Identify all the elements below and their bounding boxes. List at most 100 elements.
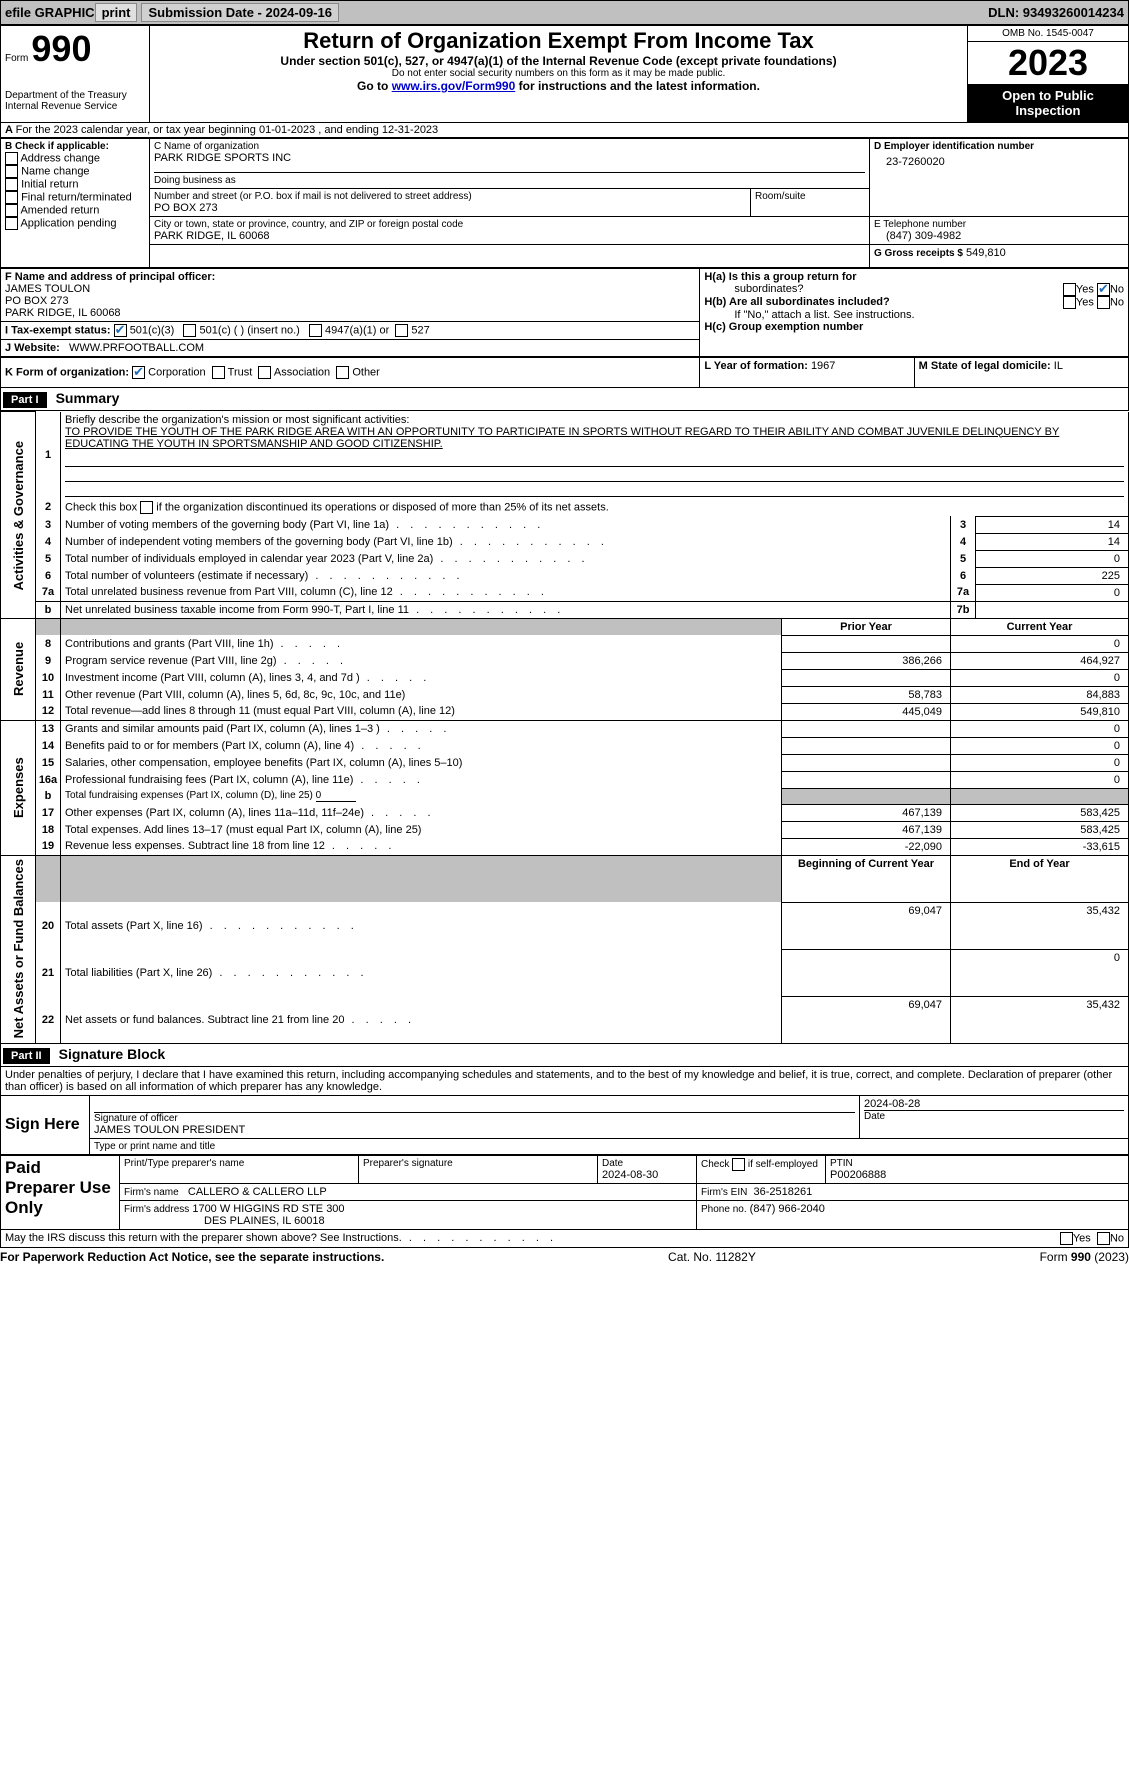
firm-name: CALLERO & CALLERO LLP: [188, 1186, 327, 1198]
officer-addr1: PO BOX 273: [5, 295, 69, 307]
hb-note: If "No," attach a list. See instructions…: [704, 309, 1124, 321]
chk-initial-return[interactable]: [5, 178, 18, 191]
print-button[interactable]: print: [95, 3, 138, 22]
box-j-label: J Website:: [5, 342, 60, 354]
side-ag: Activities & Governance: [1, 412, 36, 619]
box-b-label: B Check if applicable:: [5, 141, 145, 152]
chk-self-employed[interactable]: [732, 1158, 745, 1171]
tax-year: 2023: [968, 42, 1128, 84]
form-header: Form 990 Department of the Treasury Inte…: [0, 25, 1129, 123]
form-title: Return of Organization Exempt From Incom…: [154, 28, 963, 54]
chk-501c[interactable]: [183, 324, 196, 337]
form-word: Form: [5, 53, 28, 64]
ein-value: 23-7260020: [874, 152, 1124, 168]
year-formation: 1967: [811, 360, 835, 372]
org-name: PARK RIDGE SPORTS INC: [154, 152, 865, 164]
v5: 0: [976, 550, 1129, 567]
chk-name-change[interactable]: [5, 165, 18, 178]
public-inspection: Open to Public Inspection: [968, 84, 1128, 122]
box-k-label: K Form of organization:: [5, 366, 129, 378]
opt-name-change: Name change: [21, 165, 90, 177]
chk-527[interactable]: [395, 324, 408, 337]
website-value: WWW.PRFOOTBALL.COM: [69, 342, 204, 354]
box-e-label: E Telephone number: [874, 219, 1124, 230]
officer-sig-name: JAMES TOULON PRESIDENT: [94, 1124, 855, 1136]
irs-link[interactable]: www.irs.gov/Form990: [392, 79, 516, 93]
chk-discontinued[interactable]: [140, 501, 153, 514]
goto-post: for instructions and the latest informat…: [515, 79, 760, 93]
sign-here: Sign Here: [1, 1095, 90, 1154]
opt-address-change: Address change: [20, 152, 100, 164]
officer-name: JAMES TOULON: [5, 283, 90, 295]
box-d-label: D Employer identification number: [874, 141, 1124, 152]
part1-title: Summary: [56, 390, 120, 406]
dept-treasury: Department of the Treasury: [5, 90, 145, 101]
v4: 14: [976, 533, 1129, 550]
gross-receipts: 549,810: [966, 247, 1006, 259]
efile-label: efile GRAPHIC: [5, 5, 95, 20]
v3: 14: [976, 516, 1129, 533]
chk-other[interactable]: [336, 366, 349, 379]
chk-4947[interactable]: [309, 324, 322, 337]
opt-amended: Amended return: [20, 204, 99, 216]
city-label: City or town, state or province, country…: [154, 219, 865, 230]
part2-title: Signature Block: [59, 1046, 166, 1062]
part2-bar: Part II: [3, 1048, 50, 1064]
chk-hb-yes[interactable]: [1063, 296, 1076, 309]
box-f-label: F Name and address of principal officer:: [5, 271, 215, 283]
hc-label: H(c) Group exemption number: [704, 321, 863, 333]
omb-number: OMB No. 1545-0047: [968, 26, 1128, 42]
dln-label: DLN: 93493260014234: [988, 5, 1124, 20]
chk-app-pending[interactable]: [5, 217, 18, 230]
chk-discuss-no[interactable]: [1097, 1232, 1110, 1245]
chk-address-change[interactable]: [5, 152, 18, 165]
paid-preparer: Paid Preparer Use Only: [1, 1155, 120, 1229]
footer-form: 990: [1071, 1250, 1091, 1264]
dba-label: Doing business as: [154, 172, 865, 186]
firm-ein: 36-2518261: [753, 1186, 812, 1198]
firm-phone: (847) 966-2040: [750, 1203, 825, 1215]
box-c-name-label: C Name of organization: [154, 141, 865, 152]
room-label: Room/suite: [755, 191, 865, 202]
goto-pre: Go to: [357, 79, 392, 93]
chk-amended[interactable]: [5, 204, 18, 217]
subtitle1: Under section 501(c), 527, or 4947(a)(1)…: [154, 54, 963, 68]
chk-discuss-yes[interactable]: [1060, 1232, 1073, 1245]
v7b: [976, 601, 1129, 618]
v6: 225: [976, 567, 1129, 584]
opt-final-return: Final return/terminated: [21, 191, 132, 203]
opt-initial-return: Initial return: [21, 178, 78, 190]
ha-sub: subordinates?: [704, 283, 803, 296]
irs-label: Internal Revenue Service: [5, 101, 145, 112]
chk-ha-no[interactable]: [1097, 283, 1110, 296]
submission-date: Submission Date - 2024-09-16: [141, 3, 339, 22]
chk-final-return[interactable]: [5, 191, 18, 204]
v7a: 0: [976, 584, 1129, 601]
ptin: P00206888: [830, 1169, 1124, 1181]
hb-label: H(b) Are all subordinates included?: [704, 296, 889, 309]
city-value: PARK RIDGE, IL 60068: [154, 230, 865, 242]
officer-addr2: PARK RIDGE, IL 60068: [5, 307, 121, 319]
addr-value: PO BOX 273: [154, 202, 746, 214]
chk-hb-no[interactable]: [1097, 296, 1110, 309]
addr-label: Number and street (or P.O. box if mail i…: [154, 191, 746, 202]
chk-corp[interactable]: [132, 366, 145, 379]
line-a: A For the 2023 calendar year, or tax yea…: [0, 123, 1129, 138]
part1-bar: Part I: [3, 392, 47, 408]
chk-trust[interactable]: [212, 366, 225, 379]
side-rev: Revenue: [1, 618, 36, 720]
chk-501c3[interactable]: [114, 324, 127, 337]
chk-ha-yes[interactable]: [1063, 283, 1076, 296]
subtitle2: Do not enter social security numbers on …: [154, 68, 963, 79]
side-nab: Net Assets or Fund Balances: [1, 855, 36, 1043]
pra-notice: For Paperwork Reduction Act Notice, see …: [0, 1250, 384, 1264]
box-g-label: G Gross receipts $: [874, 248, 963, 259]
form-number: 990: [31, 28, 91, 69]
state-domicile: IL: [1054, 360, 1063, 372]
side-exp: Expenses: [1, 720, 36, 855]
hdr-current: Current Year: [951, 618, 1129, 635]
l1-text: TO PROVIDE THE YOUTH OF THE PARK RIDGE A…: [65, 426, 1059, 450]
ha-label: H(a) Is this a group return for: [704, 271, 856, 283]
chk-assoc[interactable]: [258, 366, 271, 379]
cat-no: Cat. No. 11282Y: [668, 1250, 756, 1264]
